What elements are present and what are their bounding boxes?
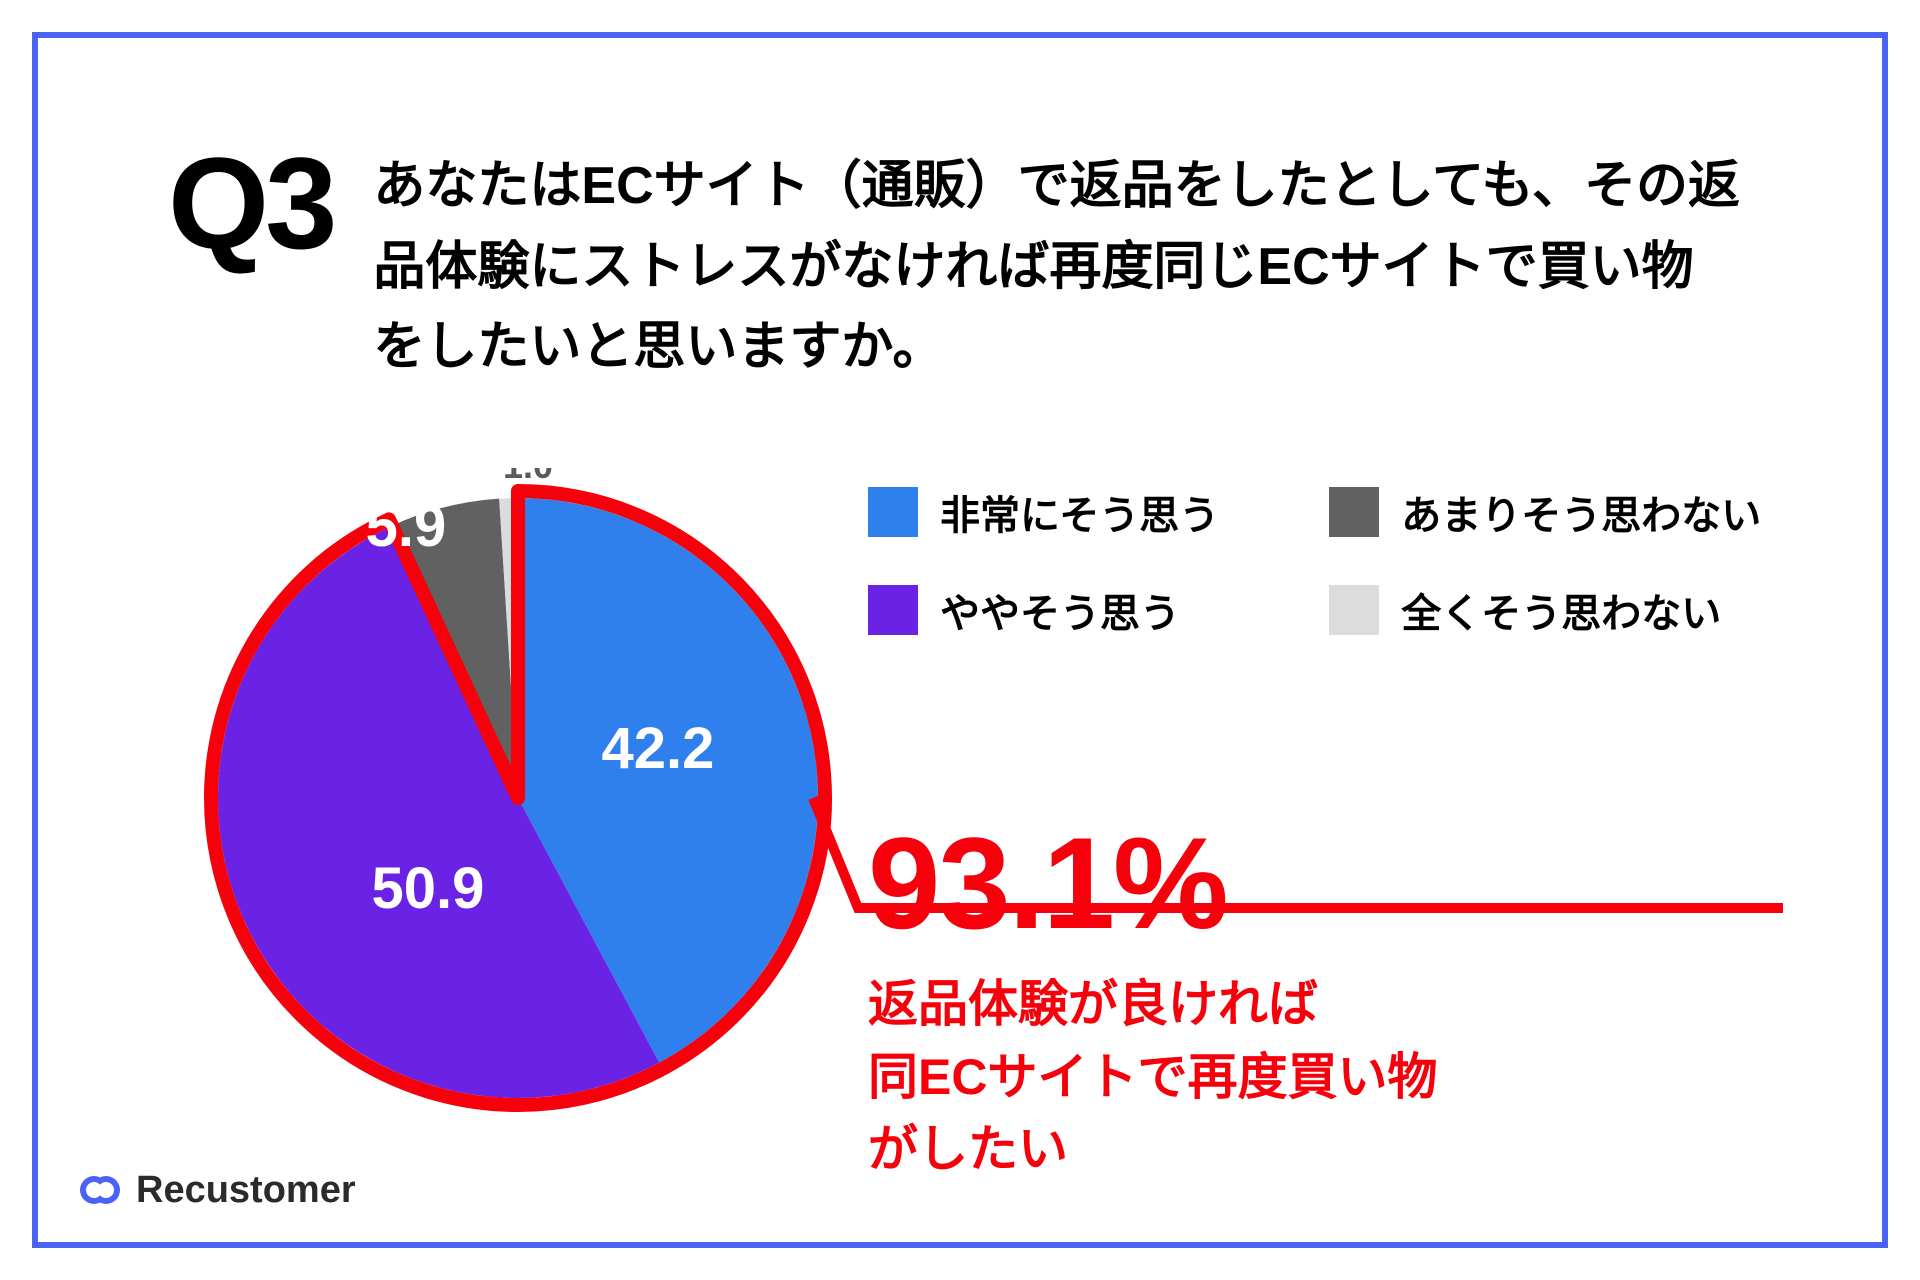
- legend-swatch-somewhat_agree: [868, 585, 918, 635]
- callout-subtitle: 返品体験が良ければ同ECサイトで再度買い物がしたい: [868, 968, 1732, 1186]
- question-number: Q3: [168, 138, 333, 268]
- recustomer-logo-icon: [78, 1168, 122, 1212]
- question-text: あなたはECサイト（通販）で返品をしたとしても、その返品体験にストレスがなければ…: [373, 138, 1742, 388]
- pie-value-strongly_agree: 42.2: [602, 716, 715, 781]
- legend-label-strongly_agree: 非常にそう思う: [940, 483, 1219, 541]
- legend-label-strongly_disagree: 全くそう思わない: [1401, 581, 1721, 639]
- pie-value-somewhat_agree: 50.9: [372, 856, 485, 921]
- legend: 非常にそう思う あまりそう思わないややそう思う 全くそう思わない: [868, 483, 1761, 639]
- legend-swatch-strongly_disagree: [1329, 585, 1379, 635]
- legend-item-strongly_agree: 非常にそう思う: [868, 483, 1219, 541]
- pie-chart: 42.2 50.9 5.9 1.0: [188, 468, 848, 1128]
- callout-value: 93.1%: [868, 818, 1732, 948]
- legend-swatch-strongly_agree: [868, 487, 918, 537]
- pie-value-somewhat_disagree: 5.9: [366, 494, 447, 559]
- question-header: Q3 あなたはECサイト（通販）で返品をしたとしても、その返品体験にストレスがな…: [168, 138, 1742, 388]
- legend-item-strongly_disagree: 全くそう思わない: [1329, 581, 1761, 639]
- pie-value-strongly_disagree: 1.0: [503, 468, 553, 486]
- brand: Recustomer: [78, 1168, 356, 1212]
- legend-item-somewhat_agree: ややそう思う: [868, 581, 1219, 639]
- brand-name: Recustomer: [136, 1169, 356, 1212]
- frame: Q3 あなたはECサイト（通販）で返品をしたとしても、その返品体験にストレスがな…: [0, 0, 1920, 1280]
- callout: 93.1% 返品体験が良ければ同ECサイトで再度買い物がしたい: [868, 818, 1732, 1186]
- legend-item-somewhat_disagree: あまりそう思わない: [1329, 483, 1761, 541]
- legend-label-somewhat_disagree: あまりそう思わない: [1401, 483, 1761, 541]
- legend-label-somewhat_agree: ややそう思う: [940, 581, 1180, 639]
- legend-swatch-somewhat_disagree: [1329, 487, 1379, 537]
- inner-card: Q3 あなたはECサイト（通販）で返品をしたとしても、その返品体験にストレスがな…: [32, 32, 1888, 1248]
